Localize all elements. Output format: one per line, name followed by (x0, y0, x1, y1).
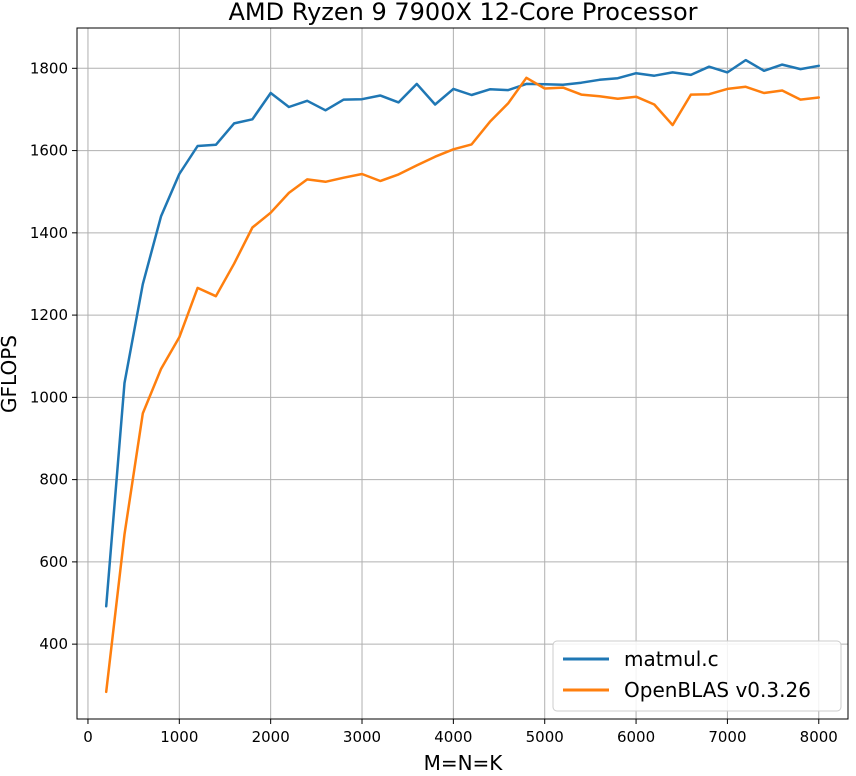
y-axis-label: GFLOPS (0, 335, 21, 413)
series-line-0 (104, 58, 821, 608)
legend-label-matmul: matmul.c (624, 647, 719, 671)
x-tick-label: 3000 (343, 728, 381, 746)
y-tick-label: 1800 (30, 59, 68, 77)
legend: matmul.c OpenBLAS v0.3.26 (552, 640, 842, 712)
grid-lines (77, 28, 848, 719)
x-tick-label: 2000 (252, 728, 290, 746)
legend-label-openblas: OpenBLAS v0.3.26 (624, 678, 811, 702)
y-tick-label: 400 (39, 635, 68, 653)
x-tick-label: 8000 (800, 728, 838, 746)
series-line-1 (104, 76, 821, 694)
chart-title: AMD Ryzen 9 7900X 12-Core Processor (228, 0, 697, 26)
y-tick-label: 800 (39, 471, 68, 489)
y-tick-label: 1400 (30, 224, 68, 242)
y-tick-label: 1600 (30, 142, 68, 160)
y-tick-label: 1000 (30, 388, 68, 406)
y-tick-label: 600 (39, 553, 68, 571)
legend-box (552, 640, 842, 712)
x-axis-label: M=N=K (424, 751, 504, 775)
x-tick-label: 0 (83, 728, 93, 746)
x-tick-label: 1000 (160, 728, 198, 746)
axis-ticks: 0 1000 2000 3000 4000 5000 6000 7000 8000 400 600 8… (30, 59, 838, 746)
x-tick-label: 4000 (434, 728, 472, 746)
plot-frame (76, 27, 849, 720)
x-tick-label: 6000 (617, 728, 655, 746)
y-tick-label: 1200 (30, 306, 68, 324)
x-tick-label: 7000 (708, 728, 746, 746)
x-tick-label: 5000 (526, 728, 564, 746)
series-lines (104, 58, 821, 694)
plot-background (77, 28, 848, 719)
